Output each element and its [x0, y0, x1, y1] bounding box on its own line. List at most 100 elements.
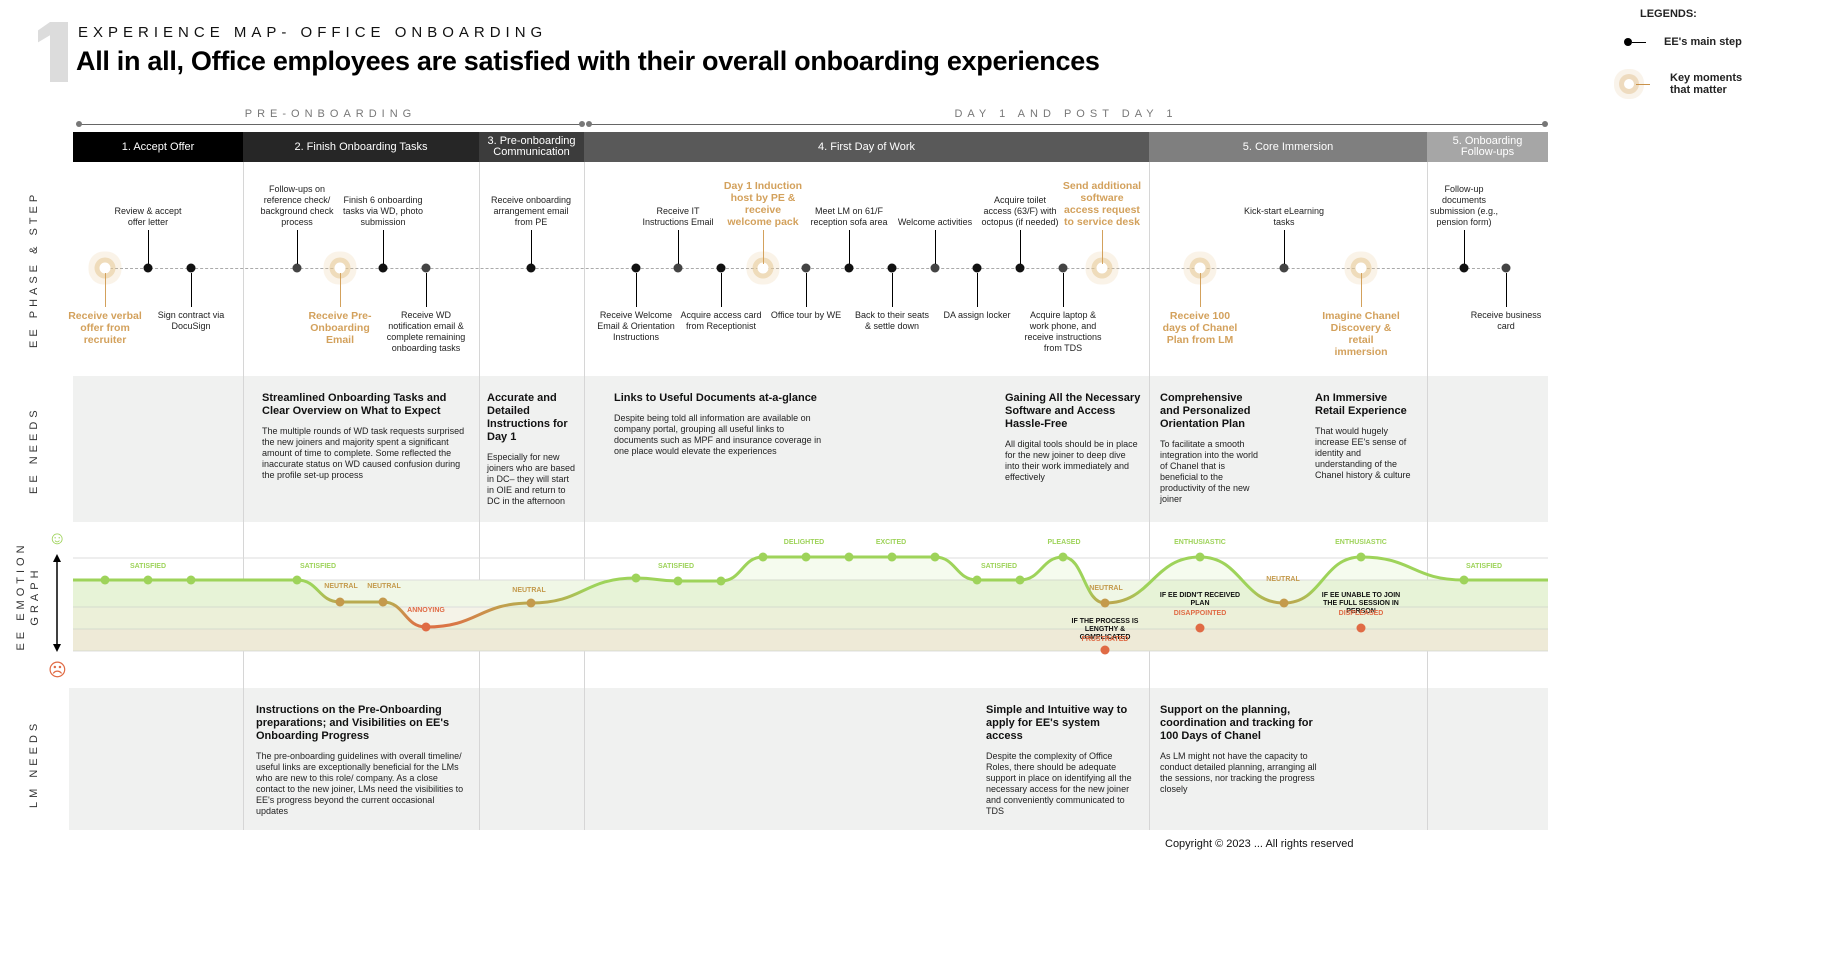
ee-need-title: Comprehensive and Personalized Orientati…	[1160, 392, 1251, 430]
key-moment-label: Day 1 Induction host by PE & receive wel…	[723, 180, 803, 228]
negative-zone	[73, 629, 1548, 651]
emotion-point	[1356, 552, 1366, 562]
step-label: Acquire toilet access (63/F) with octopu…	[981, 195, 1059, 227]
ee-need-title: Streamlined Onboarding Tasks and Clear O…	[262, 392, 447, 417]
phase-label: 3. Pre-onboarding Communication	[487, 135, 576, 158]
step-marker	[972, 263, 982, 273]
emotion-point	[801, 552, 811, 562]
step-marker	[844, 263, 854, 273]
lm-need-title: Simple and Intuitive way to apply for EE…	[986, 704, 1128, 742]
ee-need-body: Especially for new joiners who are based…	[487, 452, 576, 506]
step-connector	[1020, 230, 1021, 264]
phase-pre-onboarding-communication: 3. Pre-onboarding Communication	[479, 132, 584, 162]
emotion-label: SATISFIED	[299, 563, 337, 570]
ee-need-title: Links to Useful Documents at-a-glance	[614, 392, 817, 404]
step-connector	[148, 230, 149, 264]
emotion-point	[335, 597, 345, 607]
ee-need-body: Despite being told all information are a…	[614, 413, 822, 456]
phase-first-day: 4. First Day of Work	[584, 132, 1149, 162]
step-connector	[383, 230, 384, 264]
period-line-day1	[588, 124, 1544, 125]
emotion-point	[186, 575, 196, 585]
phase-accept-offer: 1. Accept Offer	[73, 132, 243, 162]
legend-main-step-label: EE's main step	[1664, 36, 1742, 48]
key-moment-label: Receive 100 days of Chanel Plan from LM	[1162, 310, 1238, 346]
emotion-point	[716, 576, 726, 586]
step-marker	[673, 263, 683, 273]
column-divider	[243, 162, 244, 830]
phase-label: 2. Finish Onboarding Tasks	[294, 140, 428, 153]
step-label: Acquire laptop & work phone, and receive…	[1024, 310, 1102, 353]
key-moment-label: Imagine Chanel Discovery & retail immers…	[1322, 310, 1400, 358]
ee-need-card: Streamlined Onboarding Tasks and Clear O…	[262, 392, 467, 481]
key-moment-marker	[1096, 262, 1108, 274]
step-connector	[763, 230, 764, 264]
alternate-condition: IF EE UNABLE TO JOIN THE FULL SESSION IN…	[1321, 592, 1401, 615]
ee-needs-band	[73, 376, 1548, 522]
lm-need-body: Despite the complexity of Office Roles, …	[986, 751, 1132, 816]
step-marker	[716, 263, 726, 273]
phase-core-immersion: 5. Core Immersion	[1149, 132, 1427, 162]
key-moment-marker	[1355, 262, 1367, 274]
step-connector	[1102, 230, 1103, 264]
ee-need-body: To facilitate a smooth integration into …	[1160, 439, 1259, 504]
step-connector	[1063, 273, 1064, 307]
emotion-point	[1015, 575, 1025, 585]
step-connector	[297, 230, 298, 264]
emotion-point	[631, 573, 641, 583]
key-moment-label: Receive verbal offer from recruiter	[68, 310, 142, 346]
axis-down-arrow	[53, 644, 61, 652]
column-divider	[479, 162, 480, 830]
emotion-point	[887, 552, 897, 562]
lm-need-card: Instructions on the Pre-Onboarding prepa…	[256, 704, 468, 817]
period-start-dot	[76, 121, 82, 127]
emotion-point	[758, 552, 768, 562]
column-divider	[1427, 162, 1428, 830]
lm-need-body: The pre-onboarding guidelines with overa…	[256, 751, 464, 816]
copyright: Copyright © 2023 ... All rights reserved	[1165, 838, 1354, 850]
step-marker	[421, 263, 431, 273]
ee-need-card: Links to Useful Documents at-a-glance De…	[614, 392, 824, 457]
step-connector	[806, 273, 807, 307]
emotion-point	[1100, 598, 1110, 608]
emotion-label: ENTHUSIASTIC	[1174, 539, 1226, 546]
lm-need-title: Instructions on the Pre-Onboarding prepa…	[256, 704, 450, 742]
step-connector	[721, 273, 722, 307]
step-connector	[1464, 230, 1465, 264]
step-connector	[191, 273, 192, 307]
key-moment-marker	[757, 262, 769, 274]
step-label: Kick-start eLearning tasks	[1243, 206, 1325, 227]
emotion-point	[1459, 575, 1469, 585]
phase-follow-ups: 5. Onboarding Follow-ups	[1427, 132, 1548, 162]
phase-finish-tasks: 2. Finish Onboarding Tasks	[243, 132, 479, 162]
emotion-point	[1058, 552, 1068, 562]
phase-label: 5. Onboarding Follow-ups	[1452, 135, 1523, 158]
emotion-label: SATISFIED	[980, 563, 1018, 570]
emotion-label: NEUTRAL	[1089, 585, 1123, 592]
ee-need-card: Gaining All the Necessary Software and A…	[1005, 392, 1141, 483]
emotion-label: NEUTRAL	[324, 583, 358, 590]
step-connector	[892, 273, 893, 307]
key-moment-label: Send additional software access request …	[1062, 180, 1142, 228]
column-divider	[1149, 162, 1150, 830]
emotion-point	[930, 552, 940, 562]
step-connector	[1200, 273, 1201, 307]
row-label-needs: EE NEEDS	[28, 406, 40, 494]
emotion-point	[100, 575, 110, 585]
ee-need-title: Gaining All the Necessary Software and A…	[1005, 392, 1141, 430]
step-marker	[887, 263, 897, 273]
row-label-lm: LM NEEDS	[28, 719, 40, 808]
step-connector	[977, 273, 978, 307]
lm-needs-band	[69, 688, 1548, 830]
period-day1: DAY 1 AND POST DAY 1	[954, 108, 1178, 120]
emotion-label: PLEASED	[1047, 539, 1081, 546]
step-label: Receive onboarding arrangement email fro…	[490, 195, 572, 227]
step-label: Acquire access card from Receptionist	[680, 310, 762, 331]
emotion-point	[143, 575, 153, 585]
step-marker	[1015, 263, 1025, 273]
phase-label: 1. Accept Offer	[121, 140, 195, 153]
positive-zone	[73, 580, 1548, 607]
neutral-zone	[73, 607, 1548, 629]
step-label: Office tour by WE	[770, 310, 842, 320]
lm-need-card: Support on the planning, coordination an…	[1160, 704, 1320, 795]
